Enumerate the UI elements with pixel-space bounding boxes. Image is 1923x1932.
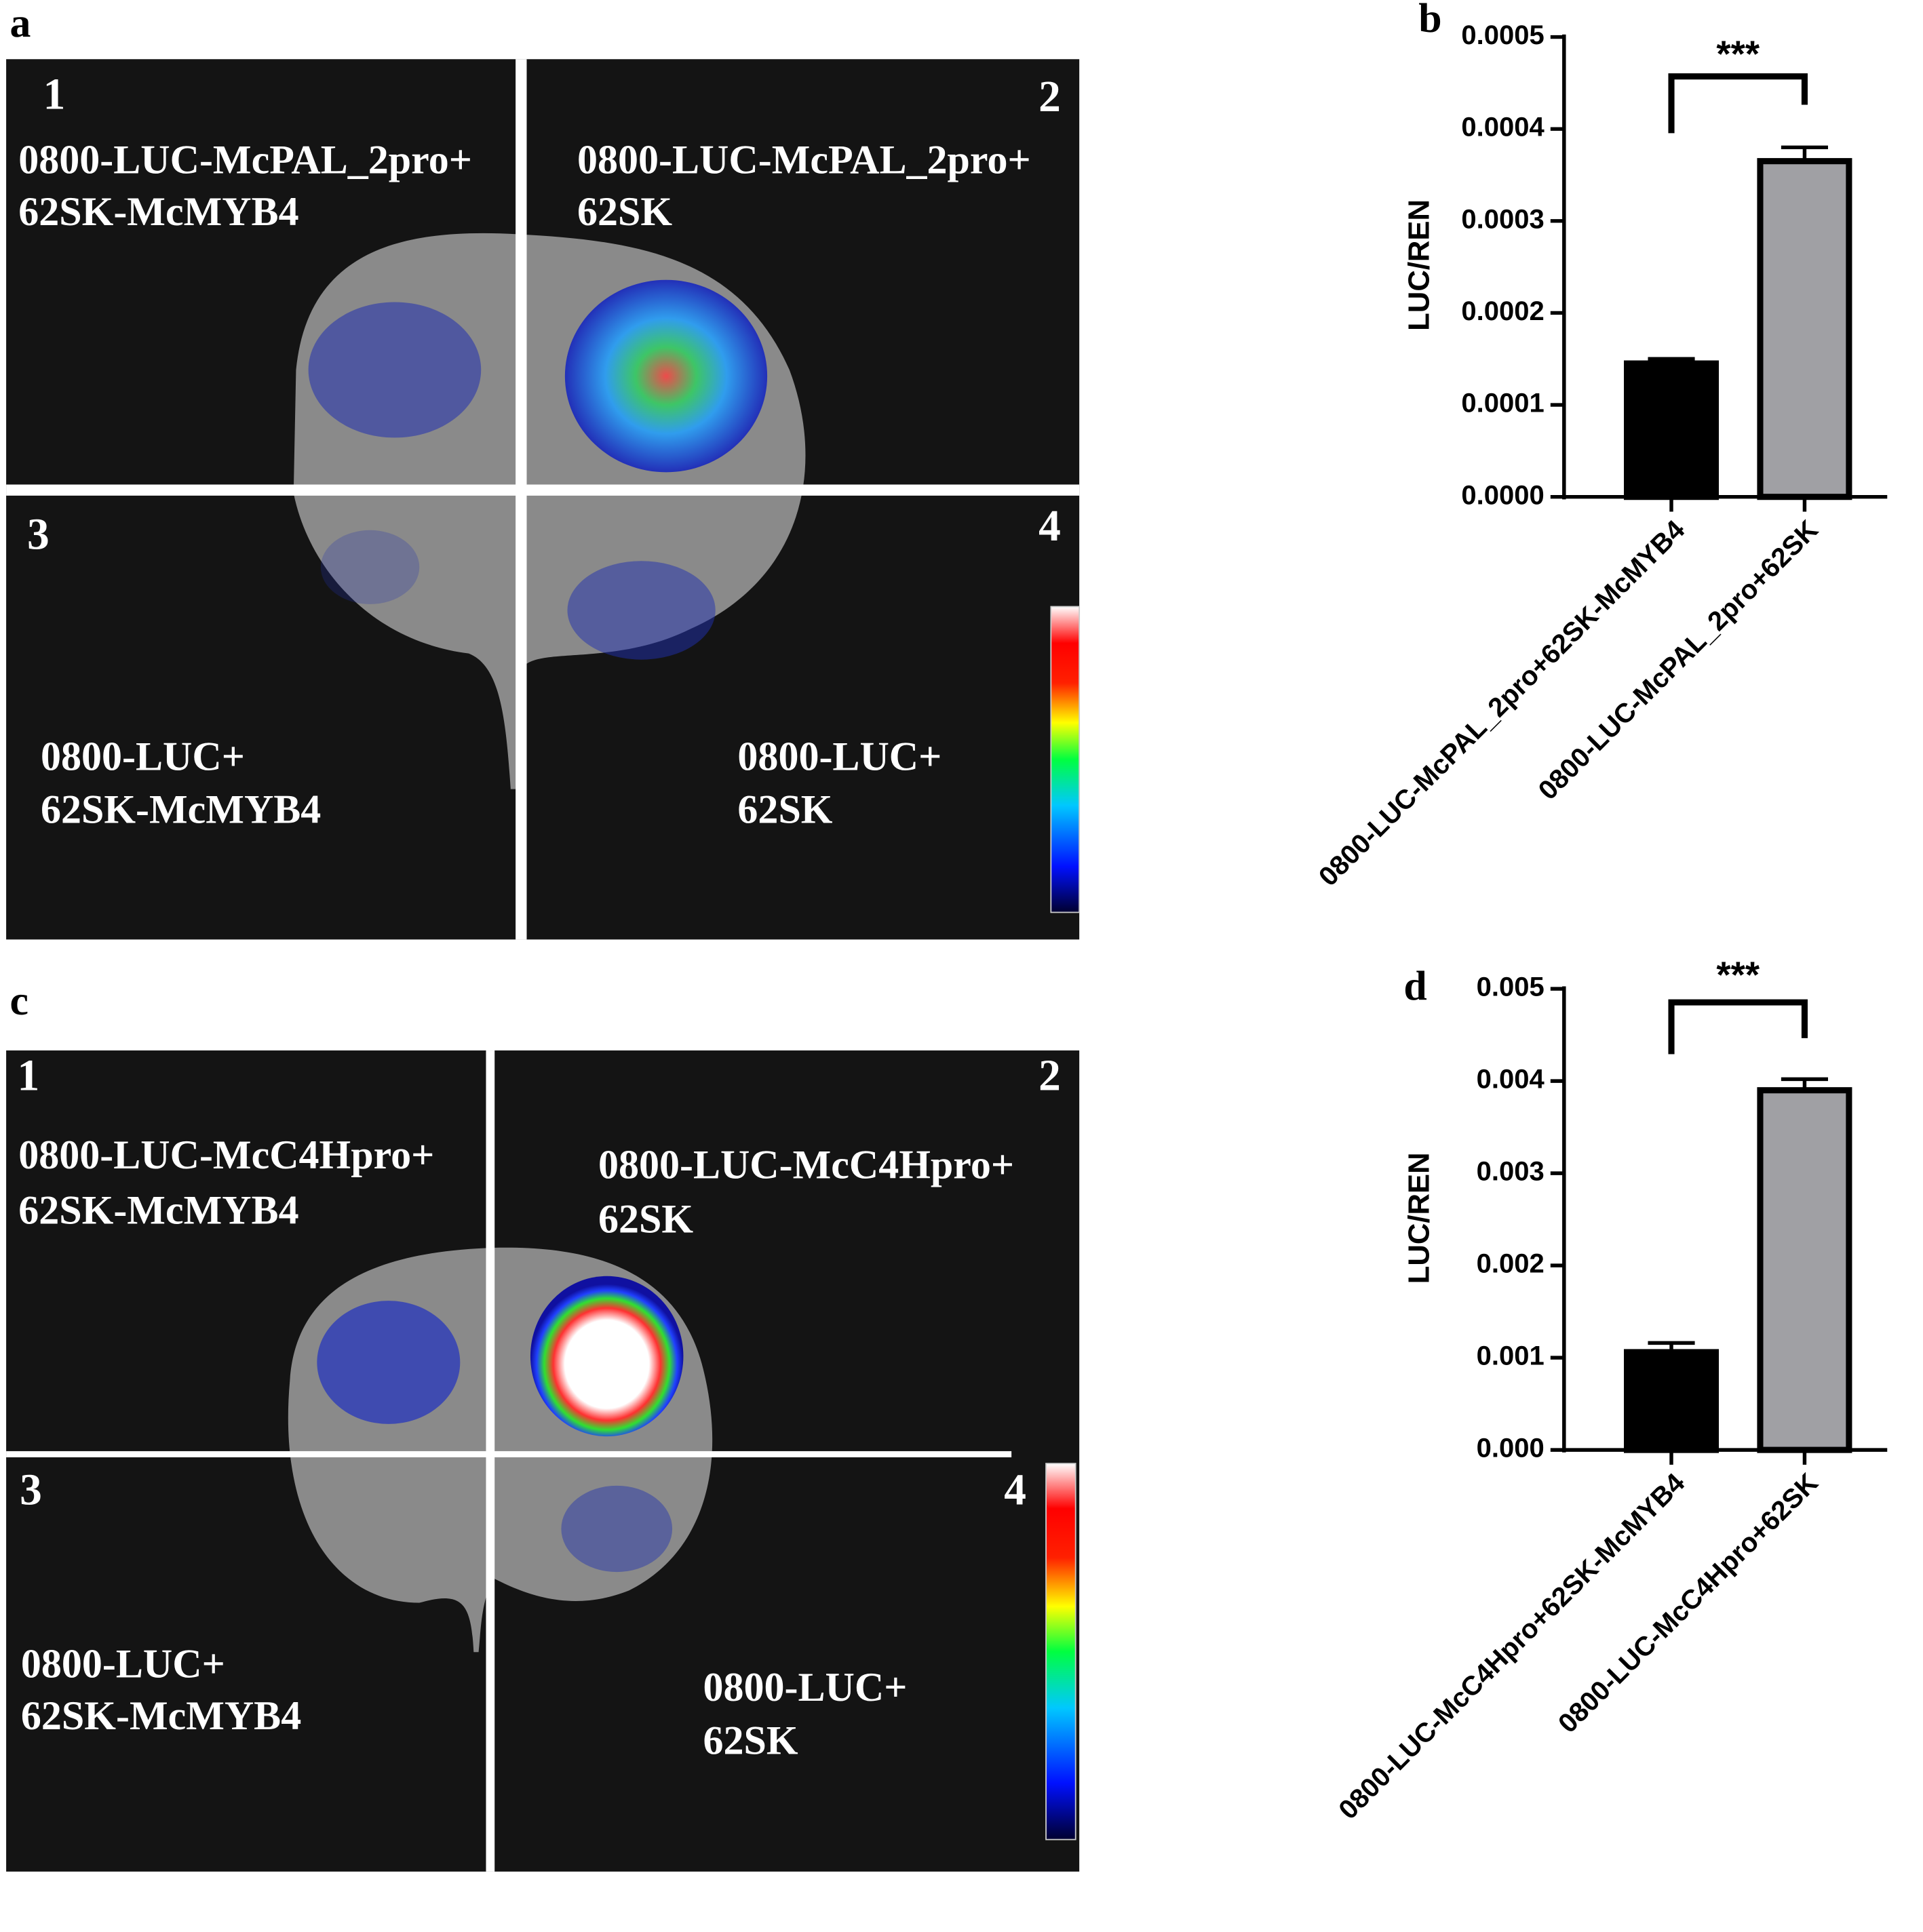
y-tick-label: 0.0005: [1461, 20, 1544, 50]
y-tick-label: 0.0004: [1461, 113, 1545, 142]
y-tick-label: 0.0000: [1461, 480, 1544, 510]
y-tick-label: 0.0001: [1461, 389, 1544, 418]
quadrant-label: 0800-LUC+: [703, 1665, 908, 1710]
significance-label: ***: [1716, 954, 1760, 995]
panel-letter: a: [10, 0, 31, 46]
quadrant-number: 3: [27, 511, 50, 559]
quadrant-number: 3: [20, 1466, 42, 1515]
quadrant-number: 2: [1038, 1052, 1061, 1101]
quadrant-number: 4: [1004, 1466, 1026, 1515]
quadrant-number: 2: [1038, 73, 1061, 121]
quadrant-label: 0800-LUC-McC4Hpro+: [18, 1132, 434, 1177]
x-tick-label: 0800-LUC-McC4Hpro+62SK: [1553, 1467, 1824, 1739]
quadrant-label: 0800-LUC-McPAL_2pro+: [18, 138, 472, 182]
image-c: [6, 1050, 1080, 1872]
significance-label: ***: [1716, 33, 1760, 75]
quadrant-label: 0800-LUC-McC4Hpro+: [598, 1142, 1014, 1187]
y-tick-label: 0.005: [1477, 972, 1545, 1002]
y-tick-label: 0.001: [1477, 1341, 1545, 1371]
panel-letter: c: [10, 978, 28, 1024]
y-axis-label: LUC/REN: [1403, 199, 1435, 331]
y-tick-label: 0.0002: [1461, 296, 1544, 326]
bar: [1624, 1349, 1720, 1453]
bar: [1624, 360, 1720, 500]
y-tick-label: 0.002: [1477, 1249, 1545, 1279]
quadrant-label: 0800-LUC+: [21, 1642, 225, 1687]
quadrant-label: 0800-LUC-McPAL_2pro+: [577, 138, 1031, 182]
quadrant-label: 0800-LUC+: [737, 734, 941, 779]
quadrant-number: 4: [1038, 502, 1061, 551]
significance-bracket: [1668, 999, 1808, 1054]
y-tick-label: 0.000: [1477, 1434, 1545, 1463]
y-tick-label: 0.0003: [1461, 204, 1544, 234]
quadrant-label: 62SK: [577, 189, 672, 234]
significance-bracket: [1668, 73, 1808, 134]
quadrant-number: 1: [17, 1052, 39, 1101]
quadrant-label: 62SK: [598, 1196, 693, 1241]
bar: [1757, 1087, 1852, 1453]
quadrant-label: 62SK: [737, 787, 832, 832]
quadrant-label: 62SK-McMYB4: [21, 1693, 301, 1738]
bar: [1757, 158, 1852, 500]
y-tick-label: 0.003: [1477, 1157, 1545, 1187]
quadrant-label: 62SK-McMYB4: [18, 189, 298, 234]
y-tick-label: 0.004: [1477, 1065, 1545, 1095]
y-axis-label: LUC/REN: [1403, 1152, 1435, 1284]
quadrant-label: 0800-LUC+: [41, 734, 245, 779]
panel-letter: d: [1403, 963, 1426, 1009]
quadrant-label: 62SK: [703, 1718, 798, 1762]
x-tick-label: 0800-LUC-McPAL_2pro+62SK: [1533, 515, 1824, 806]
image-a: [6, 59, 1081, 940]
quadrant-label: 62SK-McMYB4: [18, 1188, 298, 1233]
quadrant-number: 1: [43, 70, 66, 119]
panel-letter: b: [1418, 0, 1441, 41]
quadrant-label: 62SK-McMYB4: [41, 787, 321, 832]
